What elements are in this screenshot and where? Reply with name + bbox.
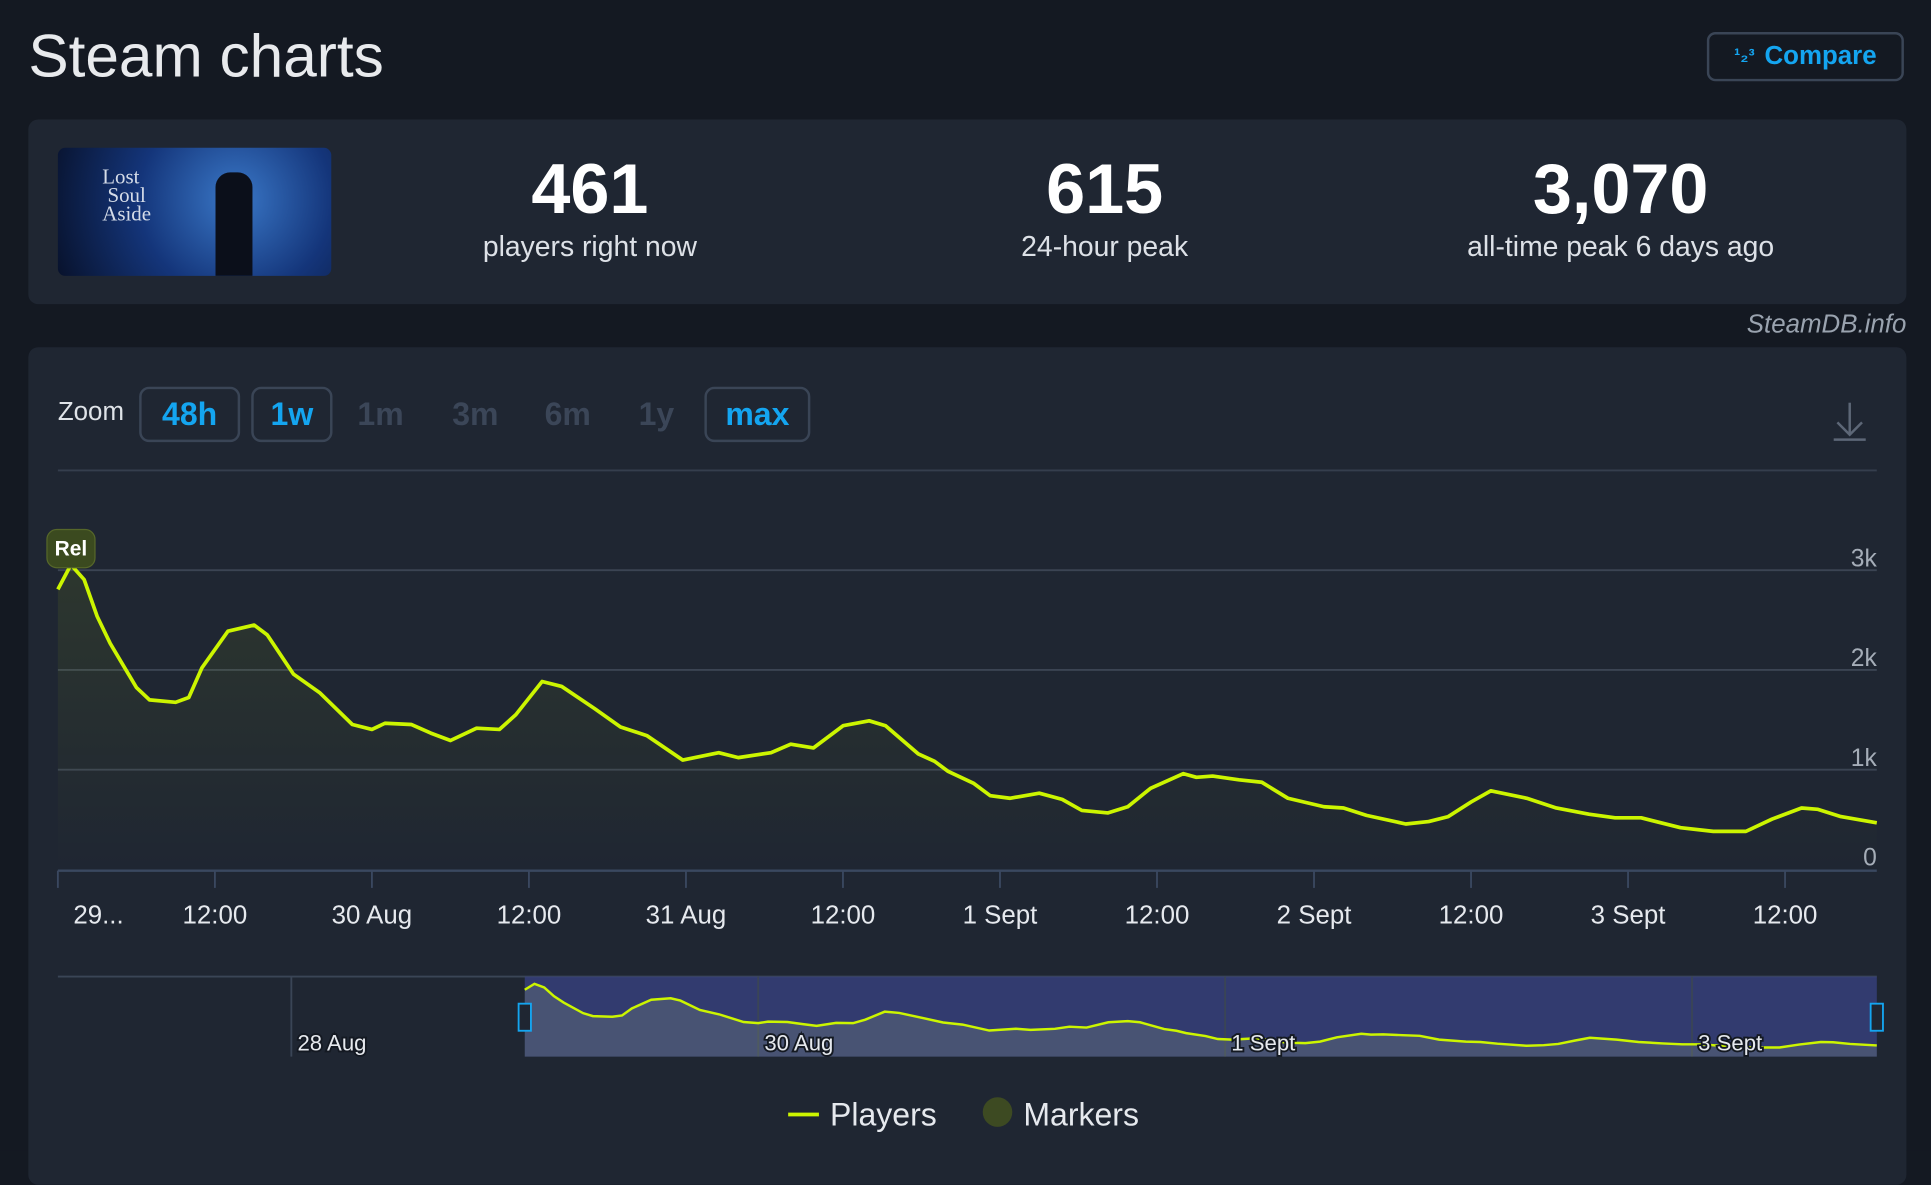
x-tick-label: 3 Sept: [1591, 902, 1666, 930]
navigator-line: [524, 982, 1877, 1049]
navigator-tick-label: 3 Sept: [1698, 1030, 1762, 1055]
x-tick-label: 12:00: [1753, 902, 1818, 930]
y-tick-label: 3k: [1851, 545, 1878, 572]
legend-circle-symbol: [982, 1097, 1013, 1127]
zoom-1m-button: 1m: [357, 395, 404, 433]
y-tick-label: 1k: [1851, 745, 1878, 772]
page-title: Steam charts: [28, 23, 384, 90]
y-tick-label: 2k: [1851, 645, 1878, 672]
x-tick-label: 29...: [73, 902, 123, 930]
x-tick-label: 2 Sept: [1277, 902, 1352, 930]
marker-badge: [46, 528, 96, 569]
navigator-right-handle[interactable]: [1869, 1002, 1884, 1032]
compare-label: Compare: [1764, 41, 1877, 71]
sort-numeric-icon: ¹₂³: [1734, 45, 1755, 67]
cover-figure: [215, 172, 253, 276]
navigator-tick-label: 28 Aug: [297, 1030, 366, 1055]
zoom-3m-button: 3m: [452, 395, 499, 433]
stat-label: all-time peak 6 days ago: [1467, 230, 1775, 263]
stat-value: 3,070: [1532, 150, 1709, 230]
download-icon[interactable]: [1833, 402, 1866, 441]
x-tick-label: 12:00: [1125, 902, 1190, 930]
zoom-1y-button: 1y: [638, 395, 675, 433]
game-cover-image[interactable]: Lost Soul Aside: [57, 147, 332, 276]
zoom-1w-button[interactable]: 1w: [251, 386, 333, 443]
navigator-tick-label: 30 Aug: [764, 1030, 833, 1055]
navigator-tick-label: 1 Sept: [1231, 1030, 1295, 1055]
stat-value: 461: [531, 150, 649, 230]
stat-label: 24-hour peak: [1021, 230, 1189, 263]
compare-button[interactable]: ¹₂³ Compare: [1706, 32, 1904, 82]
legend-label: Players: [830, 1097, 937, 1133]
players-area: [57, 564, 1877, 870]
stat-label: players right now: [482, 230, 697, 263]
stat-all-time-peak: 3,070 all-time peak 6 days ago: [1399, 149, 1842, 264]
x-tick-label: 1 Sept: [963, 902, 1038, 930]
x-tick-label: 12:00: [811, 902, 876, 930]
steam-charts-page: Steam charts ¹₂³ Compare Lost Soul Aside …: [28, 23, 1907, 1185]
navigator-left-handle[interactable]: [517, 1002, 532, 1032]
x-tick-label: 12:00: [183, 902, 248, 930]
zoom-label: Zoom: [57, 397, 124, 427]
zoom-6m-button: 6m: [544, 395, 591, 433]
legend-label: Markers: [1023, 1097, 1139, 1133]
marker-label: Rel: [55, 537, 88, 560]
steamdb-credit[interactable]: SteamDB.info: [1746, 310, 1907, 339]
stat-players-now: 461 players right now: [368, 149, 811, 264]
x-tick-label: 12:00: [1439, 902, 1504, 930]
zoom-48h-button[interactable]: 48h: [139, 386, 241, 443]
game-logo: Lost Soul Aside: [102, 165, 152, 226]
legend-markers[interactable]: Markers: [982, 1097, 1139, 1133]
x-tick-label: 30 Aug: [332, 902, 413, 930]
stats-card: Lost Soul Aside 461 players right now 615…: [28, 119, 1907, 305]
zoom-max-button[interactable]: max: [704, 386, 811, 443]
navigator-area: [524, 983, 1877, 1057]
x-tick-label: 12:00: [497, 902, 562, 930]
stat-value: 615: [1046, 150, 1164, 230]
players-line: [56, 562, 1878, 834]
release-marker[interactable]: Rel: [46, 528, 96, 569]
stat-24h-peak: 615 24-hour peak: [883, 149, 1326, 264]
x-tick-label: 31 Aug: [646, 902, 727, 930]
legend-players[interactable]: Players: [788, 1097, 937, 1133]
navigator[interactable]: 28 Aug 30 Aug 1 Sept 3 Sept: [57, 975, 1884, 1057]
